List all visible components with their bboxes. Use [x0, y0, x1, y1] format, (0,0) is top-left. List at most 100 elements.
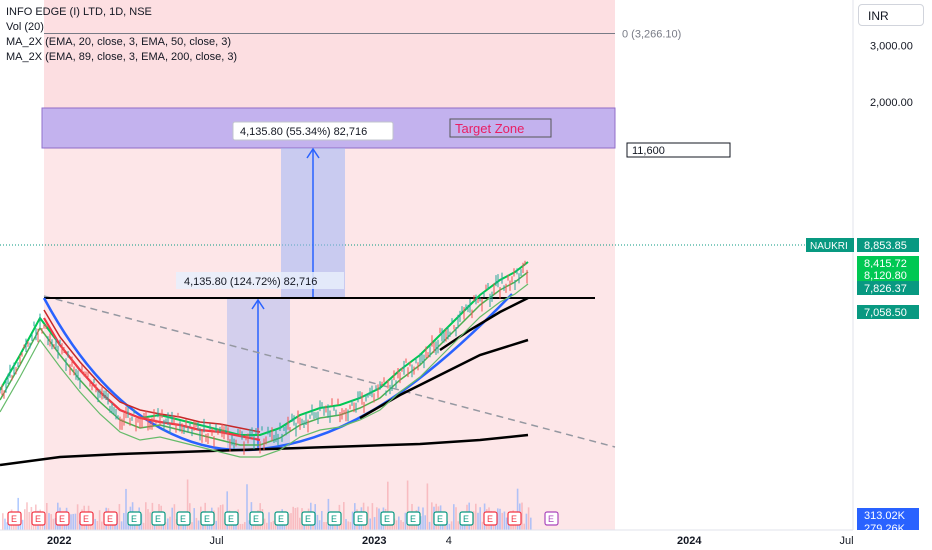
earnings-marker-box — [151, 511, 166, 526]
volume-bar — [420, 516, 422, 530]
earnings-marker-box — [249, 511, 264, 526]
volume-bar — [120, 521, 123, 530]
volume-bar — [398, 516, 400, 530]
volume-bar — [523, 523, 525, 530]
volume-bar — [508, 521, 510, 530]
earnings-marker-label: E — [511, 514, 517, 524]
volume-bar — [373, 517, 376, 530]
volume-bar — [475, 503, 477, 530]
volume-bar — [169, 516, 171, 530]
volume-bar — [246, 484, 248, 530]
volume-bar — [402, 521, 404, 530]
earnings-marker-label: E — [83, 514, 89, 524]
measure-arrowhead-small — [251, 298, 265, 310]
volume-bar — [477, 512, 479, 530]
volume-bar — [501, 512, 503, 530]
earnings-marker-label: E — [204, 514, 210, 524]
x-tick-label: 2024 — [677, 535, 702, 547]
left-margin — [0, 0, 44, 530]
earnings-marker-future: E — [544, 511, 559, 526]
volume-bar — [173, 504, 176, 530]
earnings-marker-label: E — [357, 514, 363, 524]
volume-bar — [197, 520, 200, 530]
earnings-marker-label: E — [305, 514, 311, 524]
earnings-marker-box — [353, 511, 368, 526]
earnings-marker: E — [103, 511, 118, 526]
volume-bar — [167, 518, 169, 530]
price-badge-box — [857, 281, 919, 295]
volume-bar — [376, 507, 378, 530]
earnings-marker-label: E — [278, 514, 284, 524]
price-badge-box — [857, 238, 919, 252]
volume-bar — [145, 502, 147, 530]
volume-bar — [325, 522, 327, 530]
volume-bar — [444, 521, 446, 530]
fib-band-0.236 — [44, 0, 615, 34]
earnings-marker-box — [380, 511, 395, 526]
volume-bar — [349, 521, 352, 530]
price-badge-value: 8,853.85 — [864, 240, 907, 252]
price-badge: 8,120.80 — [857, 268, 919, 282]
legend-volume: Vol (20) — [6, 21, 44, 33]
earnings-marker: E — [433, 511, 448, 526]
earnings-marker-box — [31, 511, 46, 526]
volume-bar — [455, 507, 457, 530]
ema-50-band — [0, 283, 529, 458]
volume-bar — [527, 507, 530, 530]
volume-bar — [393, 518, 396, 530]
volume-bar — [208, 521, 211, 530]
volume-bar — [525, 513, 528, 530]
trendline-dashed — [43, 295, 616, 448]
ticker-badge-box — [806, 238, 854, 252]
volume-bar — [503, 511, 506, 530]
earnings-marker-box — [507, 511, 522, 526]
ema-50-line — [439, 296, 529, 352]
volume-bar — [217, 507, 220, 530]
volume-bar — [61, 523, 63, 530]
earnings-marker-label: E — [35, 514, 41, 524]
volume-bar — [321, 511, 323, 530]
volume-bar — [428, 521, 431, 530]
volume-bar — [19, 521, 22, 530]
volume-bar — [98, 510, 101, 530]
volume-bar — [191, 522, 193, 530]
earnings-marker: E — [301, 511, 316, 526]
earnings-marker: E — [7, 511, 22, 526]
volume-bar — [74, 513, 77, 530]
volume-bar — [76, 504, 79, 530]
ema-89-line — [359, 338, 529, 420]
earnings-marker: E — [327, 511, 342, 526]
earnings-marker-box — [224, 511, 239, 526]
earnings-marker-box — [274, 511, 289, 526]
volume-bar — [164, 522, 167, 530]
target-price-label: 11,600 — [632, 145, 665, 157]
price-candles — [0, 260, 528, 455]
earnings-marker-label: E — [384, 514, 390, 524]
currency-button[interactable]: INR — [858, 4, 924, 26]
volume-bar — [288, 513, 290, 530]
earnings-marker-box — [200, 511, 215, 526]
volume-bar — [46, 502, 48, 530]
earnings-marker-box — [544, 511, 559, 526]
x-tick-label: Jul — [840, 535, 854, 547]
earnings-marker: E — [507, 511, 522, 526]
earnings-marker-label: E — [253, 514, 259, 524]
x-tick-label: 4 — [446, 535, 452, 547]
earnings-marker-box — [433, 511, 448, 526]
earnings-marker: E — [380, 511, 395, 526]
volume-bar — [79, 520, 81, 530]
price-badge-box — [857, 268, 919, 282]
volume-bar — [4, 518, 6, 530]
volume-bar — [266, 522, 268, 530]
earnings-marker: E — [127, 511, 142, 526]
volume-bar — [424, 515, 426, 530]
volume-bar — [48, 513, 50, 530]
time-axis — [0, 530, 932, 550]
volume-bar — [28, 511, 30, 530]
volume-bar — [24, 509, 26, 530]
earnings-marker: E — [274, 511, 289, 526]
volume-bar — [290, 513, 292, 530]
fib-label-0: 0 (3,266.10) — [622, 29, 681, 41]
earnings-marker: E — [79, 511, 94, 526]
